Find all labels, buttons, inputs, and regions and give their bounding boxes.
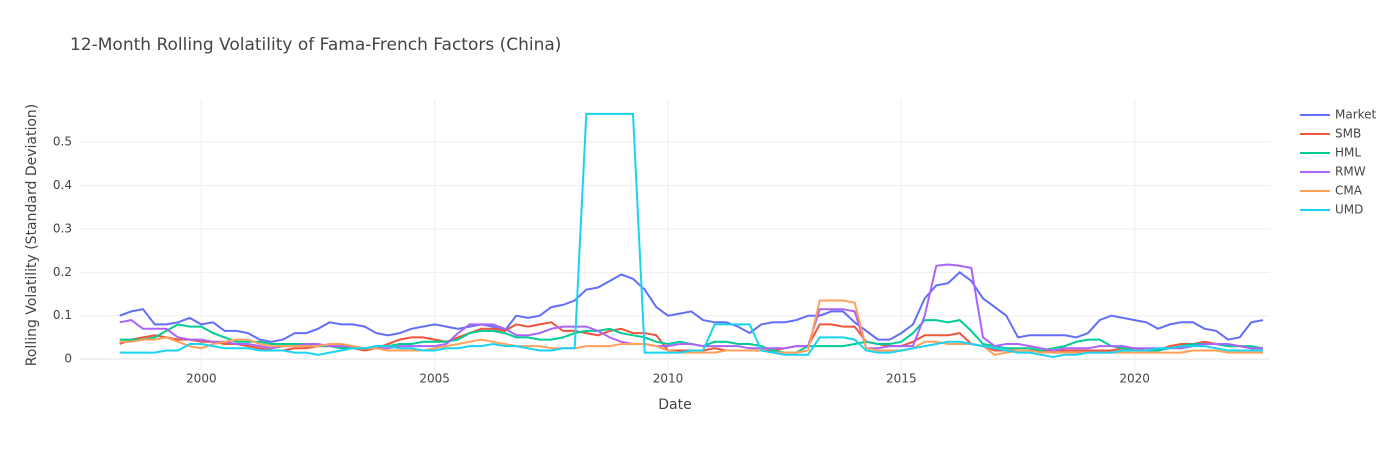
chart-title: 12-Month Rolling Volatility of Fama-Fren…: [70, 35, 561, 55]
line-series: [119, 263, 1263, 352]
y-tick-label: 0.4: [53, 178, 72, 192]
line-series: [119, 270, 1264, 343]
y-tick-label: 0: [64, 352, 72, 366]
y-tick-label: 0.1: [53, 308, 72, 322]
x-tick-label: 2000: [186, 372, 217, 386]
legend-label: HML: [1335, 146, 1361, 160]
x-tick-label: 2015: [886, 372, 917, 386]
line-series: [119, 299, 1263, 356]
line-series: [119, 112, 1263, 359]
x-tick-label: 2010: [653, 372, 684, 386]
x-axis-title: Date: [658, 397, 691, 413]
legend-label: UMD: [1335, 203, 1363, 217]
x-tick-label: 2005: [419, 372, 450, 386]
x-tick-label: 2020: [1119, 372, 1150, 386]
legend-label: CMA: [1335, 184, 1363, 198]
legend-label: Market: [1335, 108, 1377, 122]
y-tick-label: 0.3: [53, 221, 72, 235]
y-tick-label: 0.2: [53, 265, 72, 279]
y-axis-title: Rolling Volatility (Standard Deviation): [24, 104, 40, 366]
legend-label: RMW: [1335, 165, 1366, 179]
y-tick-label: 0.5: [53, 135, 72, 149]
legend-label: SMB: [1335, 127, 1361, 141]
